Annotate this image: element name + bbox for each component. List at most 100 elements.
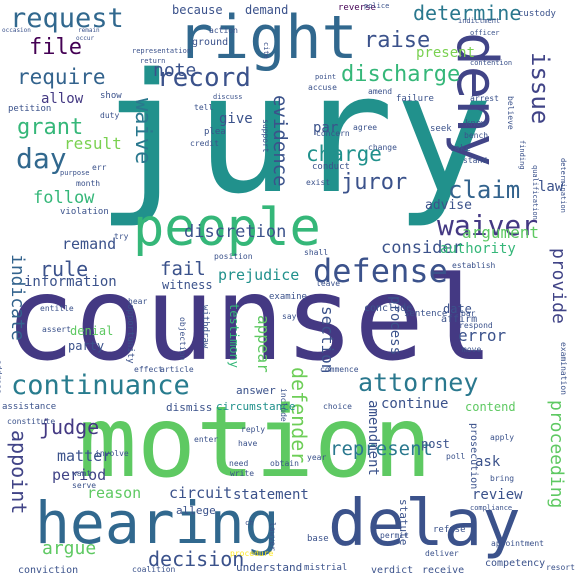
word: determine (413, 1, 522, 25)
word: issue (526, 52, 554, 125)
word: authority (440, 241, 516, 257)
word: bench (464, 131, 489, 140)
word: affirm (441, 314, 478, 325)
word: violation (60, 207, 109, 217)
word: period (52, 466, 107, 484)
word: commence (320, 365, 359, 374)
word: reply (241, 425, 266, 434)
word: allege (176, 504, 216, 517)
word: reverse (338, 3, 376, 13)
word: police (364, 2, 390, 10)
word: advise (425, 198, 472, 213)
word: indicate (7, 254, 28, 341)
word: establish (452, 261, 496, 270)
word: deliver (425, 549, 459, 558)
word: address (0, 360, 3, 394)
word: occasion (2, 27, 31, 34)
word: obtain (270, 459, 299, 468)
word: prosecution (468, 423, 479, 490)
word: compliance (470, 504, 513, 512)
word: remain (78, 27, 100, 34)
word: need (229, 459, 249, 468)
word: objection (178, 317, 187, 361)
word: provide (548, 248, 569, 324)
word: effect (134, 365, 163, 374)
word: consider (381, 238, 463, 258)
word: agree (353, 123, 378, 132)
word: appointment (491, 539, 544, 548)
word: action (209, 26, 238, 35)
word: permit (380, 531, 409, 540)
word: petition (8, 104, 52, 114)
word: post (421, 437, 450, 451)
word: know (465, 119, 487, 129)
word: claim (448, 176, 521, 204)
word: position (214, 252, 253, 261)
word: competency (485, 558, 546, 569)
word: have (238, 439, 258, 448)
word: reason (87, 484, 142, 502)
word: support (261, 119, 270, 153)
word: procedure (230, 549, 274, 558)
word: sentence (404, 309, 448, 319)
word: assert (42, 325, 71, 334)
word: occur (76, 35, 95, 42)
word: defender (287, 367, 311, 464)
word: date (443, 302, 472, 316)
word: move (462, 345, 482, 354)
word: dismiss (166, 401, 213, 414)
word: bring (490, 474, 515, 483)
word: say (282, 312, 297, 321)
word: because (172, 3, 223, 17)
word: serve (72, 481, 97, 490)
word: amend (368, 87, 393, 96)
word: continue (381, 396, 449, 412)
word: request (10, 3, 124, 34)
word: appear (254, 315, 273, 373)
word: want (72, 469, 92, 478)
word: result (64, 134, 122, 153)
word: charge (306, 142, 382, 166)
word: statement (233, 487, 309, 503)
word: credit (190, 139, 219, 148)
word: take (449, 144, 471, 154)
word: base (307, 534, 329, 544)
word: seek (430, 124, 452, 134)
word: determination (559, 158, 567, 213)
word: conviction (18, 565, 79, 576)
word: understand (236, 561, 303, 574)
word: accuse (308, 83, 337, 92)
word: day (16, 142, 67, 175)
word: poll (446, 452, 466, 461)
word: leave (316, 279, 341, 288)
word: duty (100, 111, 120, 120)
word: tell (194, 103, 214, 112)
word: cite (262, 42, 270, 59)
word: err (92, 163, 107, 172)
word: continuance (11, 370, 190, 401)
word: file (29, 35, 82, 60)
word: review (472, 487, 523, 503)
word: arrest (470, 94, 499, 103)
word: concern (316, 129, 350, 138)
word: article (160, 365, 194, 374)
word: raise (364, 28, 431, 53)
word: motion (78, 386, 433, 500)
word: resort (546, 563, 575, 572)
word: witness (162, 278, 213, 292)
word: section (318, 306, 337, 374)
word: argument (462, 223, 540, 242)
word: refuse (433, 525, 466, 535)
word: purpose (60, 169, 90, 177)
word: stand (463, 156, 488, 165)
word: month (76, 179, 101, 188)
word: failure (396, 94, 434, 104)
word: examination (559, 342, 568, 395)
word: people (133, 198, 321, 258)
word: law (538, 179, 564, 195)
word: party (68, 339, 105, 353)
word: officer (470, 29, 500, 37)
word: grant (17, 115, 84, 140)
word: verdict (371, 565, 414, 576)
